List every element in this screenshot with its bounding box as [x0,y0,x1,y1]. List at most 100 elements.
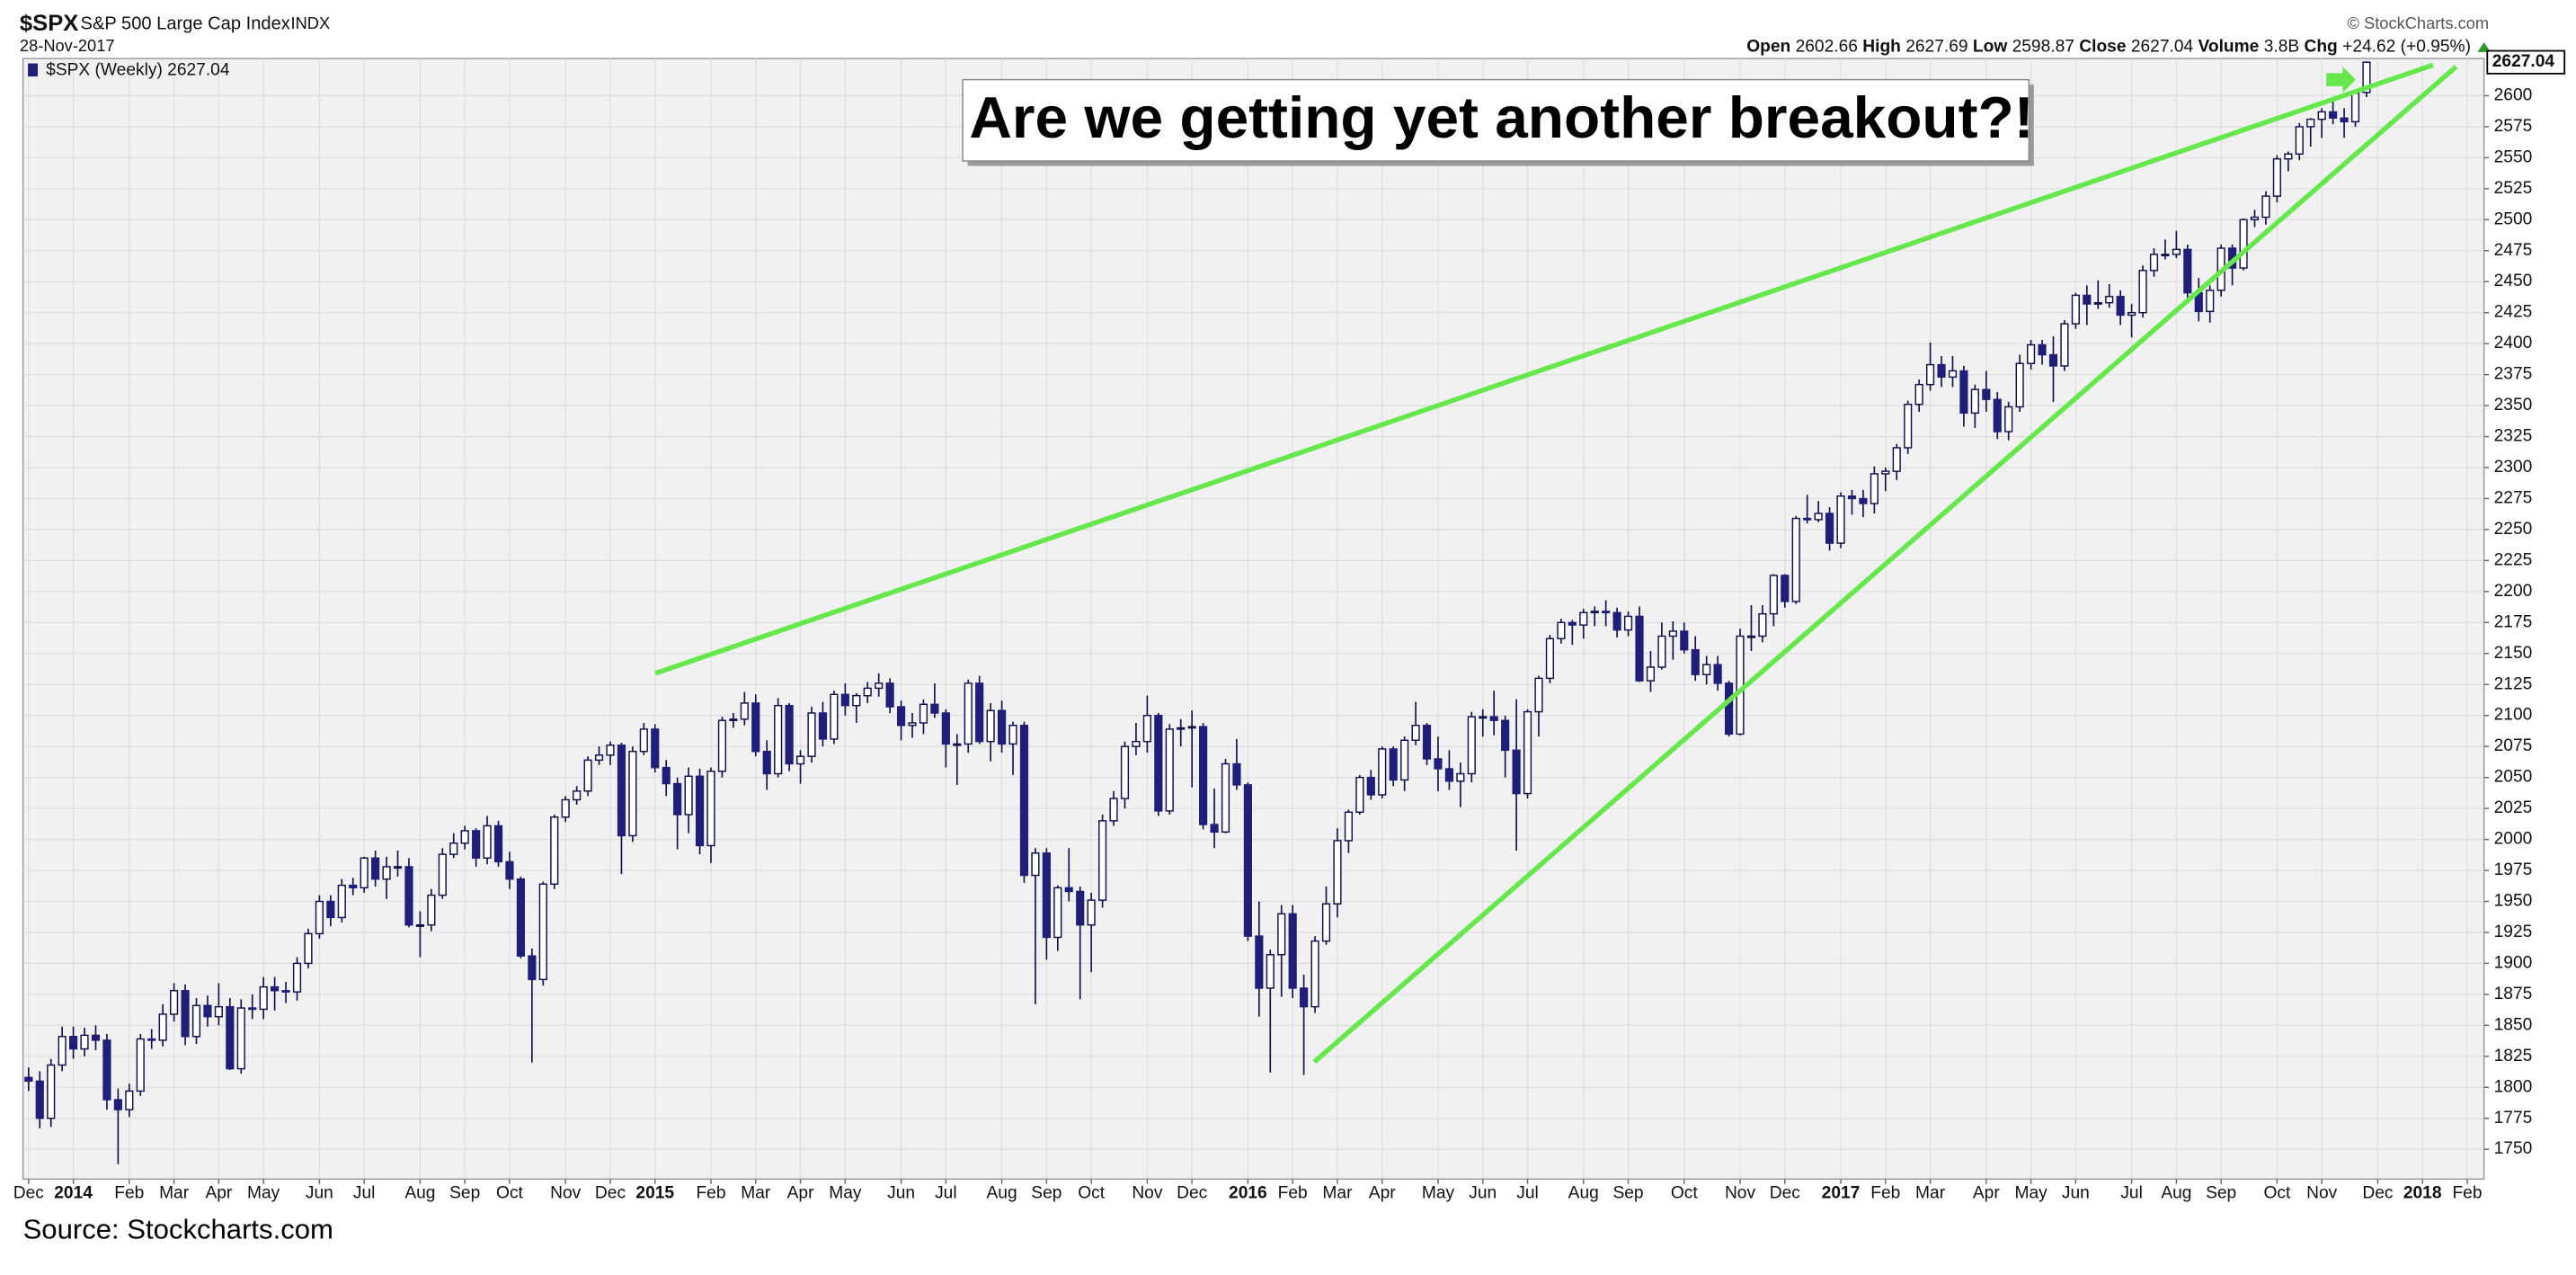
candle-body [393,866,403,869]
candle-body [2027,343,2036,364]
candle-body [2261,195,2270,218]
candle-body [1545,638,1555,680]
candle-body [875,682,884,690]
y-tick-label: 1900 [2494,954,2533,973]
y-tick-label: 2175 [2494,612,2533,631]
candle-body [1702,664,1711,675]
quote-label: Volume [2198,38,2260,57]
y-tick-label: 2475 [2494,241,2533,260]
x-tick-label: Jul [1516,1184,1539,1203]
candle-body [662,766,671,785]
x-tick-label: Apr [787,1184,814,1203]
x-tick-label: 2018 [2403,1184,2442,1203]
x-tick-label: Sep [1031,1184,1061,1203]
trend-line [654,62,2434,676]
candle-body [415,923,425,927]
x-tick-label: Aug [2161,1184,2191,1203]
candle-body [1713,664,1722,684]
quote-label: High [1862,38,1901,57]
candle-body [1098,820,1107,901]
symbol: $SPX [20,11,78,36]
candle-body [1904,403,1913,449]
candle-body [1646,666,1656,682]
candle-body [271,985,280,992]
arrow [2326,67,2357,94]
candle-body [1087,899,1096,926]
candle-body [2083,294,2092,305]
candle-body [58,1036,67,1066]
candle-body [1210,824,1219,834]
candle-body [1959,370,1968,415]
candle-body [2350,92,2360,123]
candle-body [1948,370,1958,379]
candle-body [1746,635,1756,638]
candle-body [617,744,626,837]
candle-body [852,694,861,707]
candle-body [2329,111,2338,120]
candle-body [2295,126,2304,155]
candle-body [2362,61,2371,94]
x-tick-label: Jul [935,1184,957,1203]
x-tick-label: Apr [1369,1184,1396,1203]
candle-body [1523,710,1532,795]
candle-body [751,702,760,753]
candle-body [1769,575,1778,615]
candles [24,61,2371,1164]
candle-body [1691,648,1700,675]
candle-body [371,857,380,880]
candle-body [1008,725,1017,745]
candle-body [349,884,358,889]
candle-body [975,682,984,743]
candle-body [2004,406,2013,432]
candle-body [1467,716,1476,775]
candle-body [2250,216,2260,221]
candle-body [91,1034,101,1041]
y-tick-label: 1850 [2494,1015,2533,1034]
candle-body [528,955,537,981]
x-tick-label: Jul [2120,1184,2143,1203]
y-tick-label: 2400 [2494,334,2533,352]
candle-body [181,990,190,1038]
candle-body [795,755,805,765]
candle-body [1255,935,1264,989]
candle-body [762,750,771,775]
exchange: INDX [291,14,331,32]
y-tick-label: 2575 [2494,117,2533,136]
candle-body [1993,398,2002,432]
candle-body [2127,311,2136,317]
candle-body [1221,762,1230,834]
candle-body [930,703,939,714]
y-tick-label: 2425 [2494,303,2533,322]
candle-body [1892,447,1901,472]
candle-body [226,1005,235,1070]
candle-body [1142,715,1151,743]
candle-body [673,782,682,816]
x-tick-label: Jun [306,1184,333,1203]
candle-body [337,884,346,919]
y-tick-label: 1875 [2494,985,2533,1003]
candle-body [516,878,526,957]
source: Source: Stockcharts.com [23,1213,333,1244]
x-tick-label: Oct [496,1184,524,1203]
candle-body [427,894,436,926]
candle-body [2306,118,2315,128]
candle-body [2239,218,2248,269]
x-tick-label: Dec [13,1184,45,1203]
candle-body [47,1064,56,1119]
candle-body [1389,748,1398,781]
x-tick-label: Mar [1915,1184,1946,1203]
y-tick-label: 2600 [2494,86,2533,105]
candle-body [1232,762,1241,786]
candle-body [69,1036,78,1050]
candle-body [158,1013,167,1041]
candle-body [964,682,973,745]
candle-body [136,1038,145,1092]
x-tick-label: Mar [1322,1184,1353,1203]
candle-body [1456,772,1465,782]
candle-body [80,1034,89,1050]
x-tick-label: Feb [2452,1184,2482,1203]
candle-body [493,825,503,863]
candle-body [214,1005,223,1018]
